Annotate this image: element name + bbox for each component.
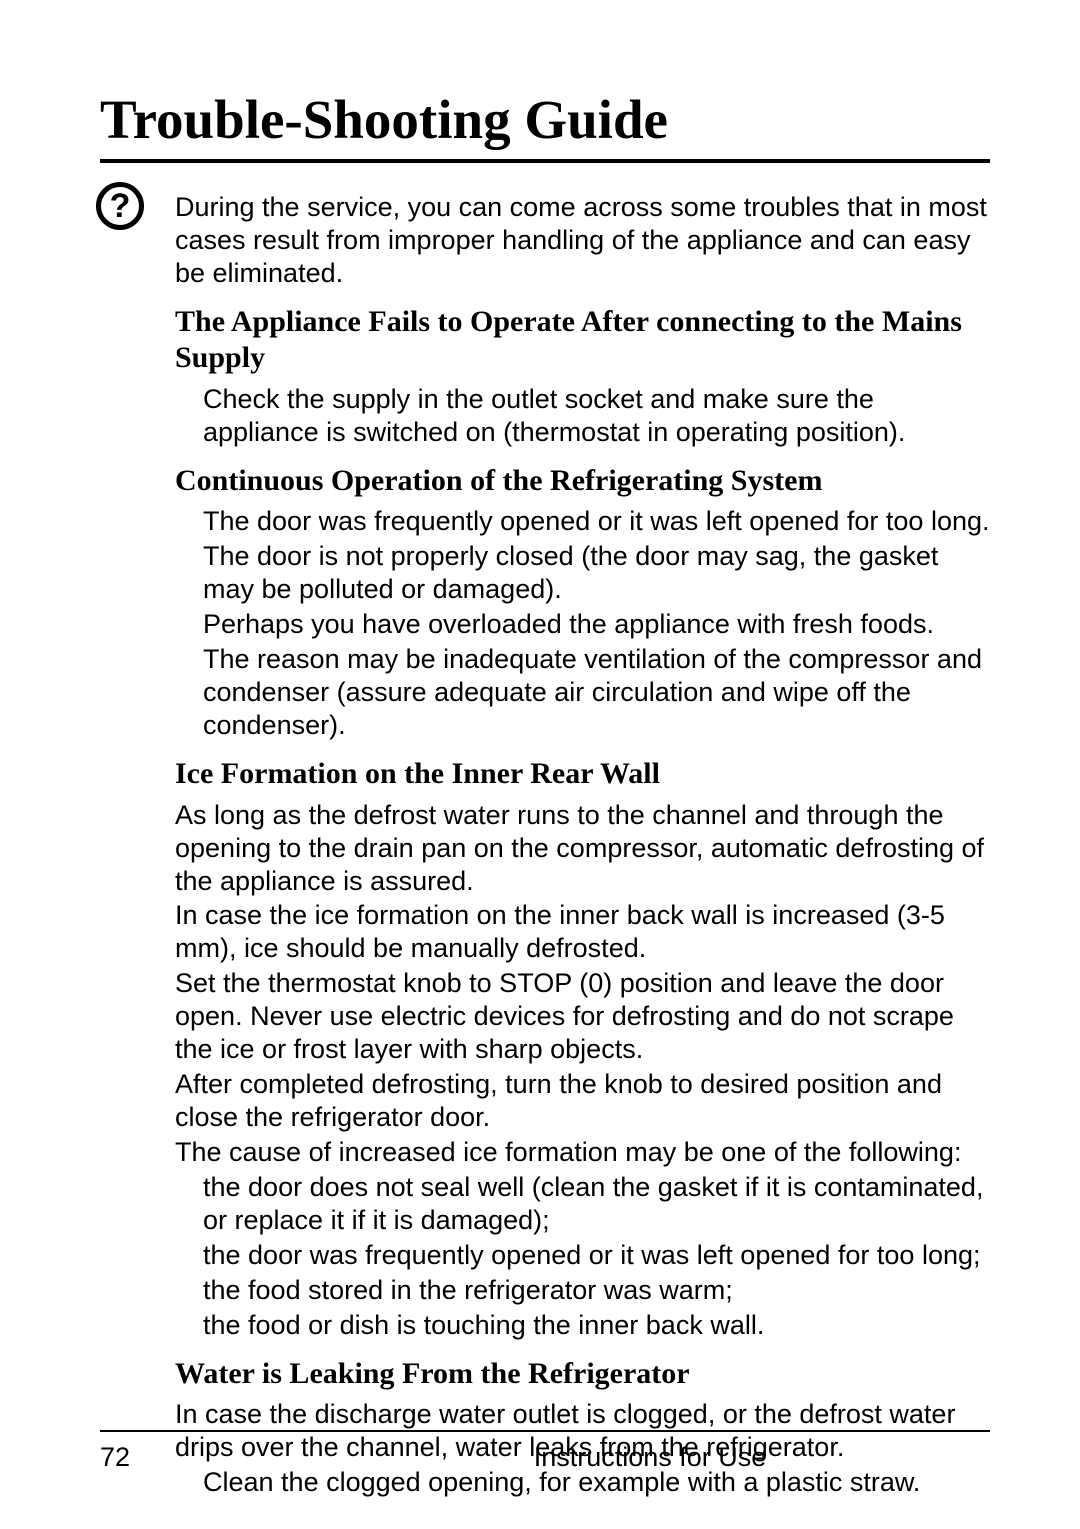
page-footer: 72 Instructions for Use bbox=[100, 1430, 990, 1473]
section-heading: Ice Formation on the Inner Rear Wall bbox=[175, 756, 990, 793]
question-mark-glyph: ? bbox=[110, 189, 131, 223]
page-title: Trouble-Shooting Guide bbox=[100, 88, 990, 151]
section-heading: The Appliance Fails to Operate After con… bbox=[175, 304, 990, 377]
sub-item: the door was frequently opened or it was… bbox=[203, 1239, 990, 1272]
content-area: During the service, you can come across … bbox=[175, 191, 990, 1499]
section-heading: Water is Leaking From the Refrigerator bbox=[175, 1356, 990, 1393]
page-number: 72 bbox=[100, 1442, 350, 1473]
body-item: The reason may be inadequate ventilation… bbox=[203, 643, 990, 742]
question-mark-icon: ? bbox=[96, 182, 144, 230]
margin-icon-column: ? bbox=[96, 182, 144, 230]
body-item: The door was frequently opened or it was… bbox=[203, 505, 990, 538]
intro-paragraph: During the service, you can come across … bbox=[175, 191, 990, 290]
body-item: Perhaps you have overloaded the applianc… bbox=[203, 608, 990, 641]
document-page: Trouble-Shooting Guide ? During the serv… bbox=[0, 0, 1080, 1529]
title-block: Trouble-Shooting Guide bbox=[100, 88, 990, 163]
flat-item: Set the thermostat knob to STOP (0) posi… bbox=[175, 967, 990, 1066]
sub-item: the door does not seal well (clean the g… bbox=[203, 1171, 990, 1237]
body-item: Check the supply in the outlet socket an… bbox=[203, 383, 990, 449]
sub-item: the food or dish is touching the inner b… bbox=[203, 1309, 990, 1342]
flat-item: The cause of increased ice formation may… bbox=[175, 1136, 990, 1169]
flat-item: After completed defrosting, turn the kno… bbox=[175, 1068, 990, 1134]
body-item: The door is not properly closed (the doo… bbox=[203, 540, 990, 606]
section-heading: Continuous Operation of the Refrigeratin… bbox=[175, 463, 990, 500]
flat-item: As long as the defrost water runs to the… bbox=[175, 799, 990, 898]
sub-item: the food stored in the refrigerator was … bbox=[203, 1274, 990, 1307]
flat-item: In case the ice formation on the inner b… bbox=[175, 899, 990, 965]
footer-doc-title: Instructions for Use bbox=[350, 1442, 990, 1473]
